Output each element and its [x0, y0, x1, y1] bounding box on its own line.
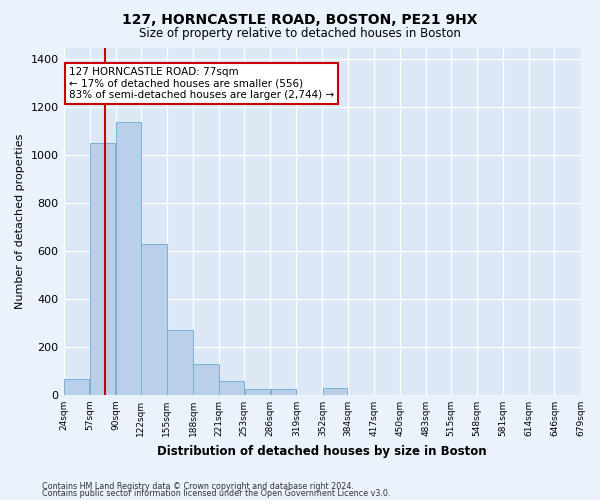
Bar: [323, 388, 347, 395]
Bar: [64, 380, 89, 395]
Bar: [90, 144, 115, 395]
Text: Contains public sector information licensed under the Open Government Licence v3: Contains public sector information licen…: [42, 490, 391, 498]
Text: 127 HORNCASTLE ROAD: 77sqm
← 17% of detached houses are smaller (556)
83% of sem: 127 HORNCASTLE ROAD: 77sqm ← 17% of deta…: [69, 66, 334, 100]
Text: 127, HORNCASTLE ROAD, BOSTON, PE21 9HX: 127, HORNCASTLE ROAD, BOSTON, PE21 9HX: [122, 12, 478, 26]
Text: Contains HM Land Registry data © Crown copyright and database right 2024.: Contains HM Land Registry data © Crown c…: [42, 482, 354, 491]
Bar: [245, 389, 270, 395]
Bar: [167, 330, 193, 395]
Text: Size of property relative to detached houses in Boston: Size of property relative to detached ho…: [139, 28, 461, 40]
Bar: [193, 364, 219, 395]
Bar: [271, 389, 296, 395]
Y-axis label: Number of detached properties: Number of detached properties: [15, 134, 25, 309]
Bar: [141, 244, 167, 395]
Bar: [220, 380, 244, 395]
Bar: [116, 122, 140, 395]
X-axis label: Distribution of detached houses by size in Boston: Distribution of detached houses by size …: [157, 444, 487, 458]
